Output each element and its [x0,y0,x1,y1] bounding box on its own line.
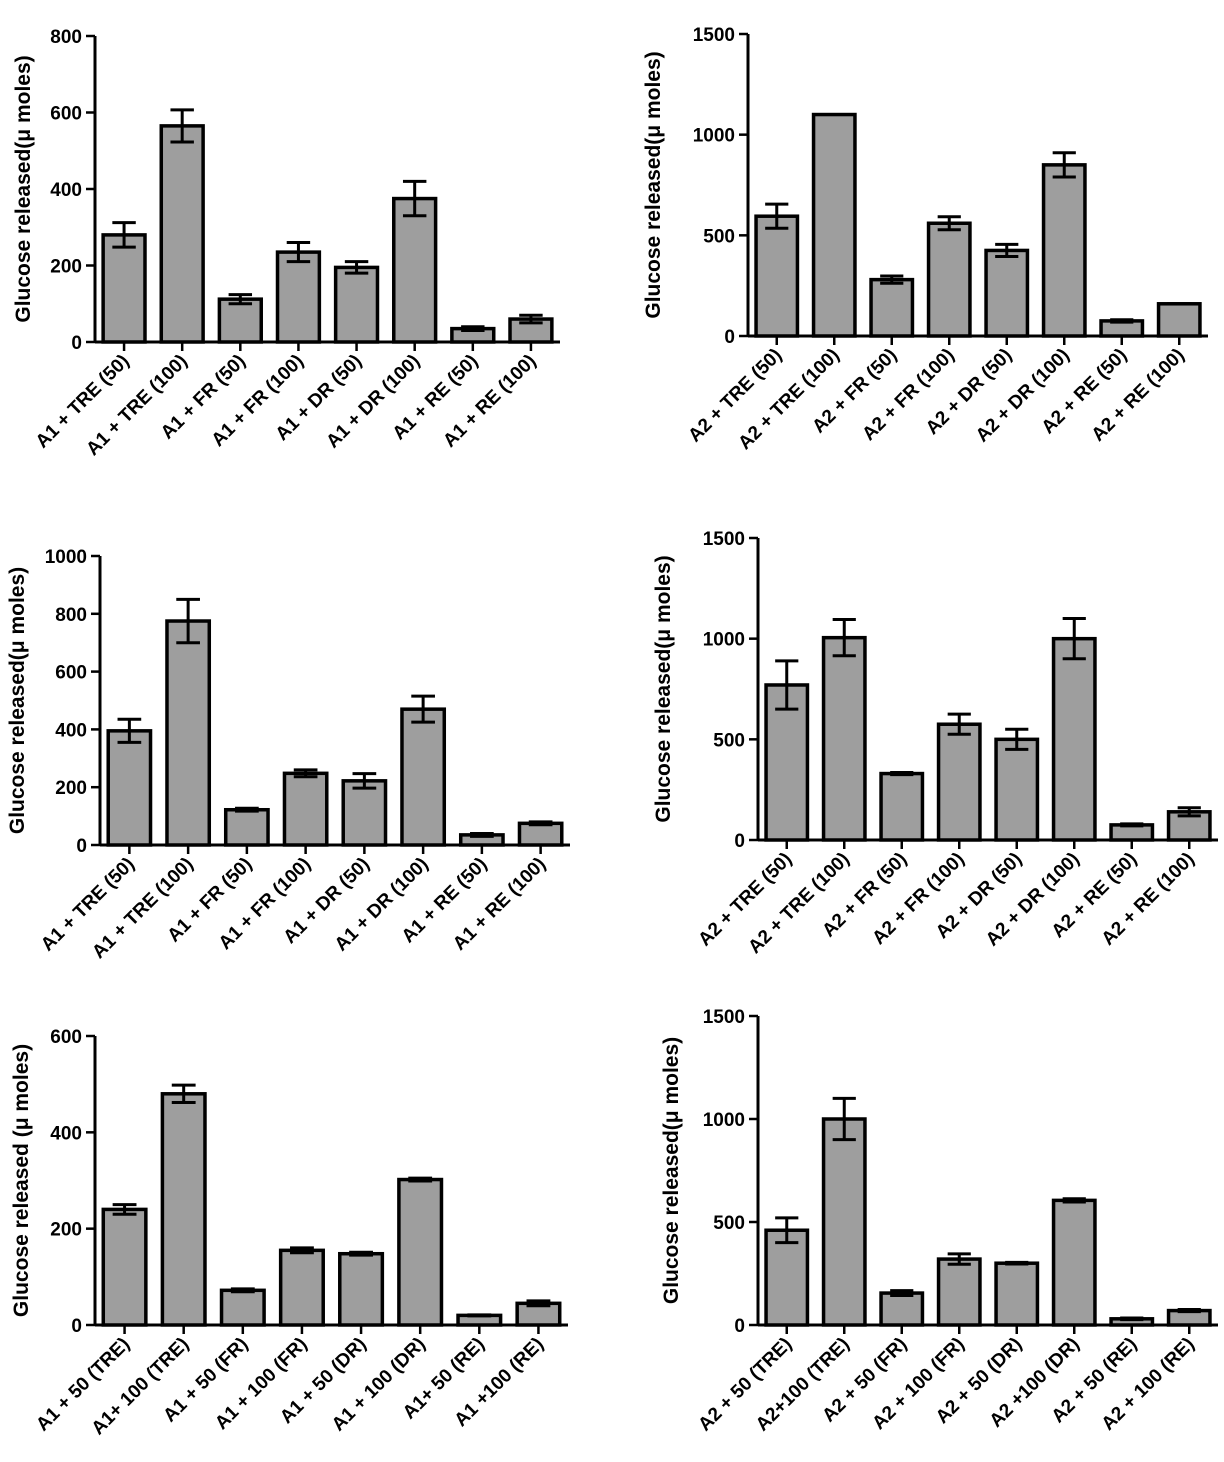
y-tick-label: 800 [50,27,82,48]
bar [926,221,972,338]
bar [341,779,388,847]
bar [217,297,263,344]
y-tick-label: 0 [71,1316,82,1337]
x-tick-label: A2 + TRE (100) [744,849,853,958]
y-tick-label: 500 [703,226,735,247]
y-axis-label: Glucose released(μ moles) [12,55,35,322]
y-tick-label: 1500 [703,529,745,550]
y-axis-label: Glucose released (μ moles) [10,1044,33,1317]
bar [159,124,205,344]
bar [338,1251,385,1327]
y-tick-label: 600 [50,104,82,125]
y-axis-label: Glucose released(μ moles) [6,567,29,834]
y-tick-label: 600 [55,663,87,684]
bar [101,1207,148,1327]
bar [223,807,270,847]
y-tick-label: 600 [50,1027,82,1048]
y-tick-label: 400 [50,1123,82,1144]
y-axis-label: Glucose released(μ moles) [642,51,665,318]
bar [821,635,867,842]
bar [278,1248,325,1327]
bar [106,729,153,847]
x-tick-label: A2 + TRE (100) [734,345,843,454]
y-tick-label: 0 [734,1316,745,1337]
bar [333,265,380,344]
y-tick-label: 1500 [703,1007,745,1028]
y-tick-label: 500 [713,730,745,751]
chart-panel-3: 0 200 400 600 800 1000 Glucose released(μ mole… [6,547,570,963]
bar [1041,163,1087,338]
y-tick-label: 0 [71,333,82,354]
chart-panel-1: 0 200 400 600 800 Glucose released(μ moles) A1… [12,27,560,460]
bar [1156,302,1202,338]
bar [160,1092,207,1327]
bar [517,821,564,847]
bar [984,248,1030,338]
bar [101,233,147,344]
y-tick-label: 1000 [693,126,735,147]
y-tick-label: 500 [713,1213,745,1234]
bar [994,1261,1040,1327]
x-tick-label: A1 + TRE (100) [82,351,191,460]
bar [811,112,857,338]
bar [392,196,438,344]
bar [275,250,322,344]
y-tick-label: 0 [734,831,745,852]
bar [821,1117,867,1327]
y-tick-label: 200 [50,257,82,278]
y-tick-label: 400 [50,180,82,201]
y-axis-label: Glucose released(μ moles) [652,555,675,822]
bar [282,771,329,847]
y-tick-label: 0 [76,836,87,857]
y-tick-label: 0 [724,327,735,348]
bar [400,707,447,847]
y-tick-label: 1000 [45,547,87,568]
bar [879,1291,925,1327]
bar [165,619,212,847]
y-tick-label: 1500 [693,25,735,46]
bar [397,1177,444,1327]
bar [869,277,915,338]
y-tick-label: 200 [50,1220,82,1241]
chart-panel-4: 0 500 1000 1500 Glucose released(μ moles) A2 … [652,529,1218,958]
bar [879,771,925,842]
y-tick-label: 200 [55,778,87,799]
chart-panel-2: 0 500 1000 1500 Glucose released(μ moles) A2 … [642,25,1208,454]
bar [936,1257,982,1327]
bar [219,1288,266,1327]
bar [994,737,1040,842]
y-axis-label: Glucose released(μ moles) [660,1037,683,1304]
y-tick-label: 400 [55,720,87,741]
y-tick-label: 800 [55,605,87,626]
bar [754,214,800,338]
y-tick-label: 1000 [703,630,745,651]
bar [764,1228,810,1327]
bar [1051,636,1097,842]
bar [936,722,982,842]
bar [1051,1198,1097,1327]
y-tick-label: 1000 [703,1110,745,1131]
x-tick-label: A1 + TRE (100) [88,854,197,963]
